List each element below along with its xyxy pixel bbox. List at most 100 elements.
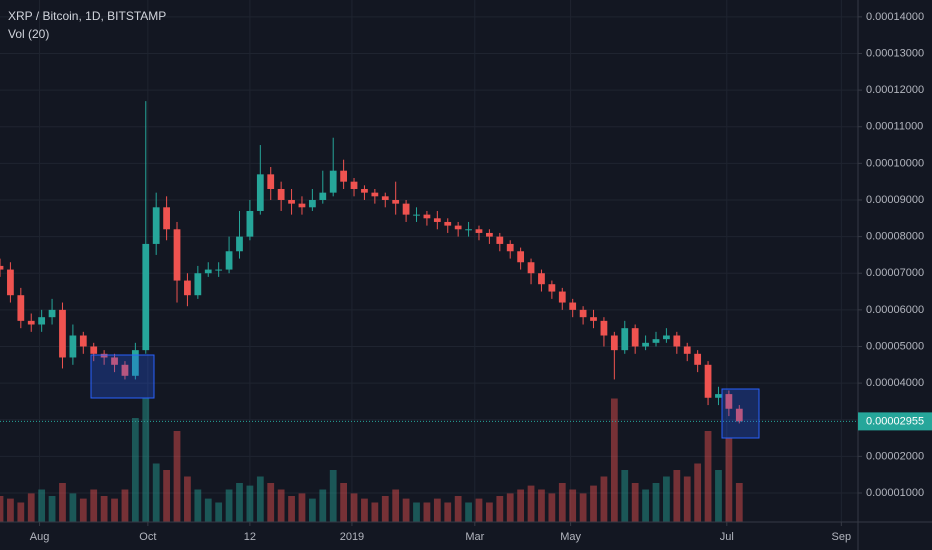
candle-body (392, 199, 400, 204)
volume-bar (298, 493, 306, 522)
y-tick-label: 0.00001000 (866, 487, 924, 499)
x-tick-label: Aug (30, 531, 50, 543)
candle-body (173, 229, 181, 281)
chart-title: XRP / Bitcoin, 1D, BITSTAMP (8, 9, 166, 23)
volume-bar (267, 483, 275, 522)
volume-bar (496, 496, 504, 522)
candle-body (673, 335, 681, 347)
volume-bar (413, 502, 420, 522)
candle-body (423, 214, 431, 219)
volume-bar (433, 498, 441, 522)
candle-body (17, 295, 25, 321)
candle-body (704, 364, 712, 398)
y-tick-label: 0.00007000 (866, 267, 924, 279)
candle-body (246, 210, 254, 237)
volume-bar (735, 483, 743, 522)
volume-bar (308, 498, 316, 522)
volume-bar (631, 483, 639, 522)
candle-body (735, 408, 743, 422)
volume-bar (38, 489, 46, 522)
candle-body (194, 273, 202, 296)
candle-body (454, 225, 462, 230)
volume-bar (506, 493, 514, 522)
volume-bar (225, 489, 233, 522)
volume-bar (69, 493, 77, 522)
candle-body (152, 207, 160, 244)
volume-bar (27, 493, 35, 522)
volume-bar (610, 398, 618, 522)
volume-bar (517, 489, 525, 522)
volume-bar (642, 489, 649, 522)
candle-body (225, 251, 233, 270)
volume-bar (111, 498, 118, 522)
volume-bar (7, 498, 14, 522)
axes: 0.000010000.000020000.000030000.00004000… (30, 11, 932, 543)
candles (0, 101, 858, 424)
candle-body (381, 196, 389, 200)
candle-body (38, 317, 46, 325)
volume-bar (381, 496, 389, 522)
volume-bar (277, 489, 285, 522)
candle-body (558, 291, 566, 303)
candle-body (527, 262, 535, 274)
candle-body (256, 174, 264, 211)
candle-body (111, 357, 118, 365)
volume-bar (288, 496, 295, 522)
volume-bar (142, 398, 150, 522)
volume-bar (79, 498, 87, 522)
candle-body (621, 328, 629, 351)
candle-body (340, 170, 348, 182)
candle-body (79, 335, 87, 347)
volume-bar (121, 489, 129, 522)
candle-body (694, 353, 702, 365)
candle-body (579, 309, 587, 318)
volume-bar (538, 489, 545, 522)
candle-body (277, 188, 285, 200)
candle-body (725, 394, 733, 409)
volume-bar (486, 502, 493, 522)
volume-bar (663, 476, 670, 522)
volume-bar (371, 502, 379, 522)
volume-bar (246, 485, 254, 522)
candle-body (48, 309, 56, 318)
volume-bar (163, 470, 170, 522)
candle-body (121, 364, 129, 376)
candle-body (267, 174, 275, 189)
candle-body (444, 221, 452, 226)
candle-body (0, 265, 4, 270)
x-tick-label: 12 (244, 531, 256, 543)
candle-body (600, 320, 608, 336)
candle-body (69, 335, 77, 358)
volume-bar (683, 476, 691, 522)
volume-bar (173, 431, 181, 522)
volume-bar (256, 476, 264, 522)
volume-pane (0, 398, 743, 522)
volume-bar (694, 463, 702, 522)
y-tick-label: 0.00006000 (866, 304, 924, 316)
y-tick-label: 0.00014000 (866, 11, 924, 23)
candle-body (631, 328, 639, 347)
candle-body (131, 350, 139, 376)
candle-body (350, 181, 358, 189)
candle-body (288, 199, 295, 204)
candle-body (663, 335, 670, 340)
candle-body (204, 269, 212, 274)
candle-body (517, 251, 525, 263)
volume-bar (361, 498, 368, 522)
volume-bar (621, 470, 629, 522)
candle-body (590, 317, 597, 321)
candle-body (308, 199, 316, 208)
volume-bar (590, 485, 597, 522)
candle-body (361, 188, 368, 193)
y-tick-label: 0.00012000 (866, 84, 924, 96)
volume-bar (392, 489, 400, 522)
volume-bar (600, 476, 608, 522)
volume-bar (548, 493, 556, 522)
x-tick-label: Sep (832, 531, 852, 543)
candle-body (569, 302, 577, 310)
y-tick-label: 0.00002000 (866, 450, 924, 462)
volume-bar (454, 496, 462, 522)
candle-body (329, 170, 337, 193)
volume-bar (17, 502, 25, 522)
candle-body (548, 284, 556, 292)
